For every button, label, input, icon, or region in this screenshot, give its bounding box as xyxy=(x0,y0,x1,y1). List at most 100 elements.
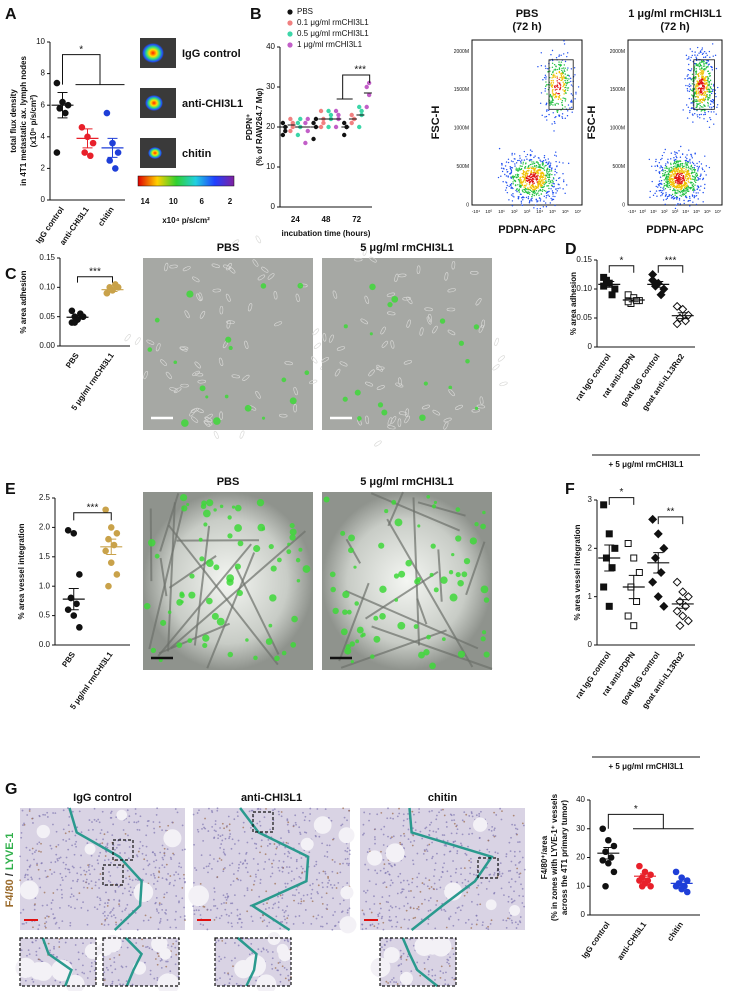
nucleus xyxy=(343,816,346,819)
flow-event xyxy=(688,85,691,88)
flow-event xyxy=(689,88,692,90)
flow-event xyxy=(555,57,558,59)
nucleus xyxy=(448,965,451,967)
y-axis-label: % area adhesion xyxy=(569,272,578,335)
flow-event xyxy=(530,198,532,200)
flow-event xyxy=(689,162,691,164)
fluorescent-cell xyxy=(451,552,455,557)
flow-event xyxy=(684,186,686,189)
nucleus xyxy=(396,815,399,818)
nucleus xyxy=(445,971,447,974)
nucleus xyxy=(500,887,503,890)
nucleus xyxy=(331,870,334,873)
flow-event xyxy=(689,175,691,178)
nucleus xyxy=(236,877,238,880)
adipocyte xyxy=(366,850,383,866)
nucleus xyxy=(157,876,160,879)
flow-event xyxy=(525,170,527,173)
nucleus xyxy=(114,916,117,919)
nucleus xyxy=(254,873,257,876)
fluorescent-cell xyxy=(244,404,252,412)
nucleus xyxy=(456,850,459,852)
nucleus xyxy=(268,907,270,909)
nucleus xyxy=(290,870,293,873)
flow-event xyxy=(687,166,690,168)
nucleus xyxy=(281,920,284,923)
legend-marker xyxy=(287,42,293,48)
flow-event xyxy=(535,190,538,192)
nucleus xyxy=(298,875,301,878)
cell xyxy=(369,256,377,263)
y-tick-label: 0.0 xyxy=(39,640,51,649)
flow-event xyxy=(554,95,557,98)
nucleus xyxy=(513,899,516,902)
fluorescent-cell xyxy=(391,499,397,505)
nucleus xyxy=(153,860,155,863)
flow-event xyxy=(555,188,557,190)
flow-event xyxy=(510,172,512,174)
nucleus xyxy=(109,964,112,967)
nucleus xyxy=(507,917,509,920)
nucleus xyxy=(157,928,160,931)
nucleus xyxy=(228,835,231,838)
flow-event xyxy=(512,193,514,195)
nucleus xyxy=(339,902,342,905)
flow-event xyxy=(661,189,663,192)
nucleus xyxy=(31,847,34,850)
flow-event xyxy=(680,182,682,184)
inset-frame xyxy=(19,937,97,987)
nucleus xyxy=(421,837,424,840)
nucleus xyxy=(137,879,139,882)
sem-bar xyxy=(628,574,639,600)
nucleus xyxy=(202,823,204,826)
nucleus xyxy=(299,902,302,905)
nucleus xyxy=(400,891,402,894)
nucleus xyxy=(445,845,448,847)
nucleus xyxy=(36,862,38,865)
flow-event xyxy=(684,176,687,178)
flow-event xyxy=(694,184,696,186)
nucleus xyxy=(115,923,118,926)
nucleus xyxy=(76,878,79,881)
nucleus xyxy=(347,864,350,867)
nucleus xyxy=(278,813,280,816)
flow-event xyxy=(557,82,559,84)
flow-event xyxy=(541,167,544,170)
nucleus xyxy=(262,947,265,950)
nucleus xyxy=(221,839,224,842)
nucleus xyxy=(317,884,320,887)
nucleus xyxy=(332,914,335,917)
flow-event xyxy=(695,100,698,103)
nucleus xyxy=(321,842,324,845)
nucleus xyxy=(125,980,128,983)
nucleus xyxy=(440,965,443,968)
cell xyxy=(387,425,396,430)
nucleus xyxy=(365,927,367,930)
nucleus xyxy=(155,888,157,890)
nucleus xyxy=(427,910,430,912)
nucleus xyxy=(148,863,151,866)
nucleus xyxy=(108,871,110,873)
nucleus xyxy=(250,943,253,945)
flow-event xyxy=(505,175,508,177)
flow-event xyxy=(547,109,550,111)
nucleus xyxy=(326,903,329,906)
data-point xyxy=(321,120,326,126)
nucleus xyxy=(105,850,108,853)
flow-gate xyxy=(693,59,715,110)
nucleus xyxy=(287,829,290,832)
flow-event xyxy=(670,169,672,171)
flow-event xyxy=(524,179,526,181)
fluorescent-cell xyxy=(343,324,348,329)
flow-event xyxy=(712,100,715,102)
flow-event xyxy=(524,166,527,168)
flow-event xyxy=(676,152,678,154)
flow-x-tick: 10⁰ xyxy=(639,209,646,214)
flow-event xyxy=(674,153,676,156)
fluorescent-cell xyxy=(342,609,348,615)
flow-event xyxy=(710,90,712,93)
nucleus xyxy=(166,848,169,851)
adipocyte xyxy=(188,885,210,907)
y-tick-label: 2.5 xyxy=(39,493,51,502)
flow-event xyxy=(554,76,556,78)
